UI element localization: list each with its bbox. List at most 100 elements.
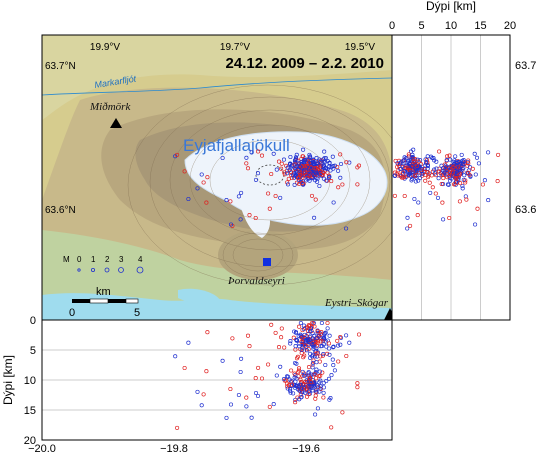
map-event-352: [244, 155, 249, 160]
bottom-event-147: [313, 351, 318, 356]
bottom-event-125: [338, 335, 343, 340]
bottom-event-320: [293, 379, 298, 384]
map-event-356: [228, 199, 233, 204]
bottom-event-189: [321, 380, 326, 385]
right-event-358: [447, 215, 452, 221]
right-event-368: [464, 197, 469, 202]
bottom-ytick-15: 15: [24, 405, 36, 417]
glacier-outlet: [240, 205, 270, 238]
bottom-event-126: [347, 340, 352, 345]
map-event-364: [259, 153, 265, 158]
bottom-event-84: [311, 320, 316, 326]
right-event-366: [402, 193, 407, 199]
map-event-342: [313, 178, 318, 183]
right-event-35: [423, 178, 428, 183]
thorvaldseyri-station-square: [263, 258, 271, 266]
bottom-event-127: [301, 327, 307, 332]
right-tick-0: 0: [389, 20, 395, 32]
bottom-event-167: [299, 339, 304, 344]
bottom-ytick-20: 20: [24, 435, 36, 447]
bottom-event-104: [327, 352, 332, 357]
right-event-61: [400, 164, 405, 169]
mag-label-3: 3: [119, 255, 124, 264]
right-event-324: [454, 176, 459, 181]
bottom-event-146: [325, 320, 330, 326]
bottom-event-296: [313, 384, 318, 389]
map-event-343: [224, 198, 229, 203]
map-event-297: [282, 172, 287, 177]
right-event-365: [439, 181, 444, 187]
map-event-331: [309, 165, 314, 170]
station-triangle-skogar: [384, 308, 392, 320]
bottom-event-373: [239, 356, 244, 361]
map-event-133: [294, 152, 299, 157]
bottom-event-162: [302, 343, 308, 348]
map-event-339: [288, 162, 293, 167]
bottom-event-157: [313, 340, 318, 345]
bottom-event-175: [311, 358, 316, 363]
map-event-307: [297, 178, 302, 183]
bottom-event-342: [313, 412, 318, 417]
right-event-319: [444, 167, 449, 172]
bottom-event-73: [302, 348, 307, 353]
map-panel: 24.12. 2009 – 2.2. 2010 Eyjafjallajökull…: [42, 35, 392, 320]
right-event-154: [398, 166, 403, 172]
map-event-371: [238, 217, 243, 222]
bottom-event-369: [278, 364, 283, 369]
right-event-310: [445, 171, 450, 176]
bottom-event-108: [319, 339, 324, 344]
bottom-event-49: [335, 338, 340, 343]
right-panel-title: Dýpi [km]: [426, 0, 476, 13]
bottom-event-243: [297, 397, 302, 402]
map-event-293: [304, 167, 309, 172]
place-label-eystri-skogar: Eystri–Skógar: [324, 297, 389, 309]
bottom-event-240: [294, 361, 299, 366]
bottom-ytick-10: 10: [24, 375, 36, 387]
right-event-301: [458, 181, 463, 186]
map-event-381: [228, 222, 234, 227]
map-event-300: [289, 173, 294, 178]
bottom-event-94: [315, 351, 320, 356]
right-event-155: [427, 180, 432, 185]
bottom-event-380: [186, 340, 191, 345]
thorvaldseyri-hill: [218, 230, 298, 280]
right-event-131: [401, 170, 406, 175]
map-event-374: [256, 149, 261, 154]
right-tick-5: 5: [418, 20, 424, 32]
bottom-event-322: [302, 373, 307, 378]
right-event-378: [437, 169, 442, 174]
bottom-event-56: [338, 342, 343, 347]
right-event-338: [447, 166, 452, 171]
right-event-331: [451, 165, 456, 170]
bottom-event-155: [294, 356, 300, 361]
bottom-event-216: [296, 366, 302, 371]
right-event-384: [440, 200, 445, 205]
bottom-event-99: [338, 335, 344, 340]
bottom-event-382: [336, 359, 341, 364]
right-event-229: [448, 178, 453, 183]
scale-bar: km 0 5: [69, 286, 140, 319]
bottom-event-378: [182, 365, 187, 371]
lat-label-637: 63.7°N: [45, 61, 76, 72]
right-event-333: [455, 171, 460, 176]
bottom-event-68: [315, 340, 320, 345]
bottom-event-261: [320, 370, 325, 375]
map-event-271: [307, 152, 312, 157]
map-event-99: [338, 161, 344, 167]
right-lat-tick-637: 63.7: [515, 60, 536, 72]
bottom-event-164: [311, 352, 316, 357]
bottom-event-166: [308, 329, 313, 334]
map-event-337: [303, 170, 308, 175]
bottom-event-374: [256, 365, 261, 370]
map-event-189: [321, 163, 326, 169]
bottom-event-46: [315, 350, 321, 355]
right-event-344: [425, 154, 430, 159]
bottom-event-340: [329, 425, 334, 430]
bottom-event-130: [282, 345, 287, 350]
right-event-334: [445, 182, 450, 187]
mag-label-M: M: [63, 255, 70, 264]
right-event-323: [461, 159, 466, 164]
bottom-event-12: [288, 339, 293, 344]
right-event-184: [460, 183, 465, 189]
